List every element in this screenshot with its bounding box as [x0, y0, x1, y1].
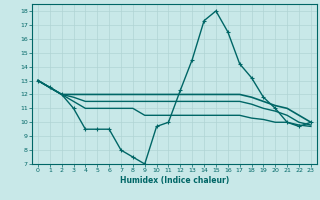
X-axis label: Humidex (Indice chaleur): Humidex (Indice chaleur) [120, 176, 229, 185]
